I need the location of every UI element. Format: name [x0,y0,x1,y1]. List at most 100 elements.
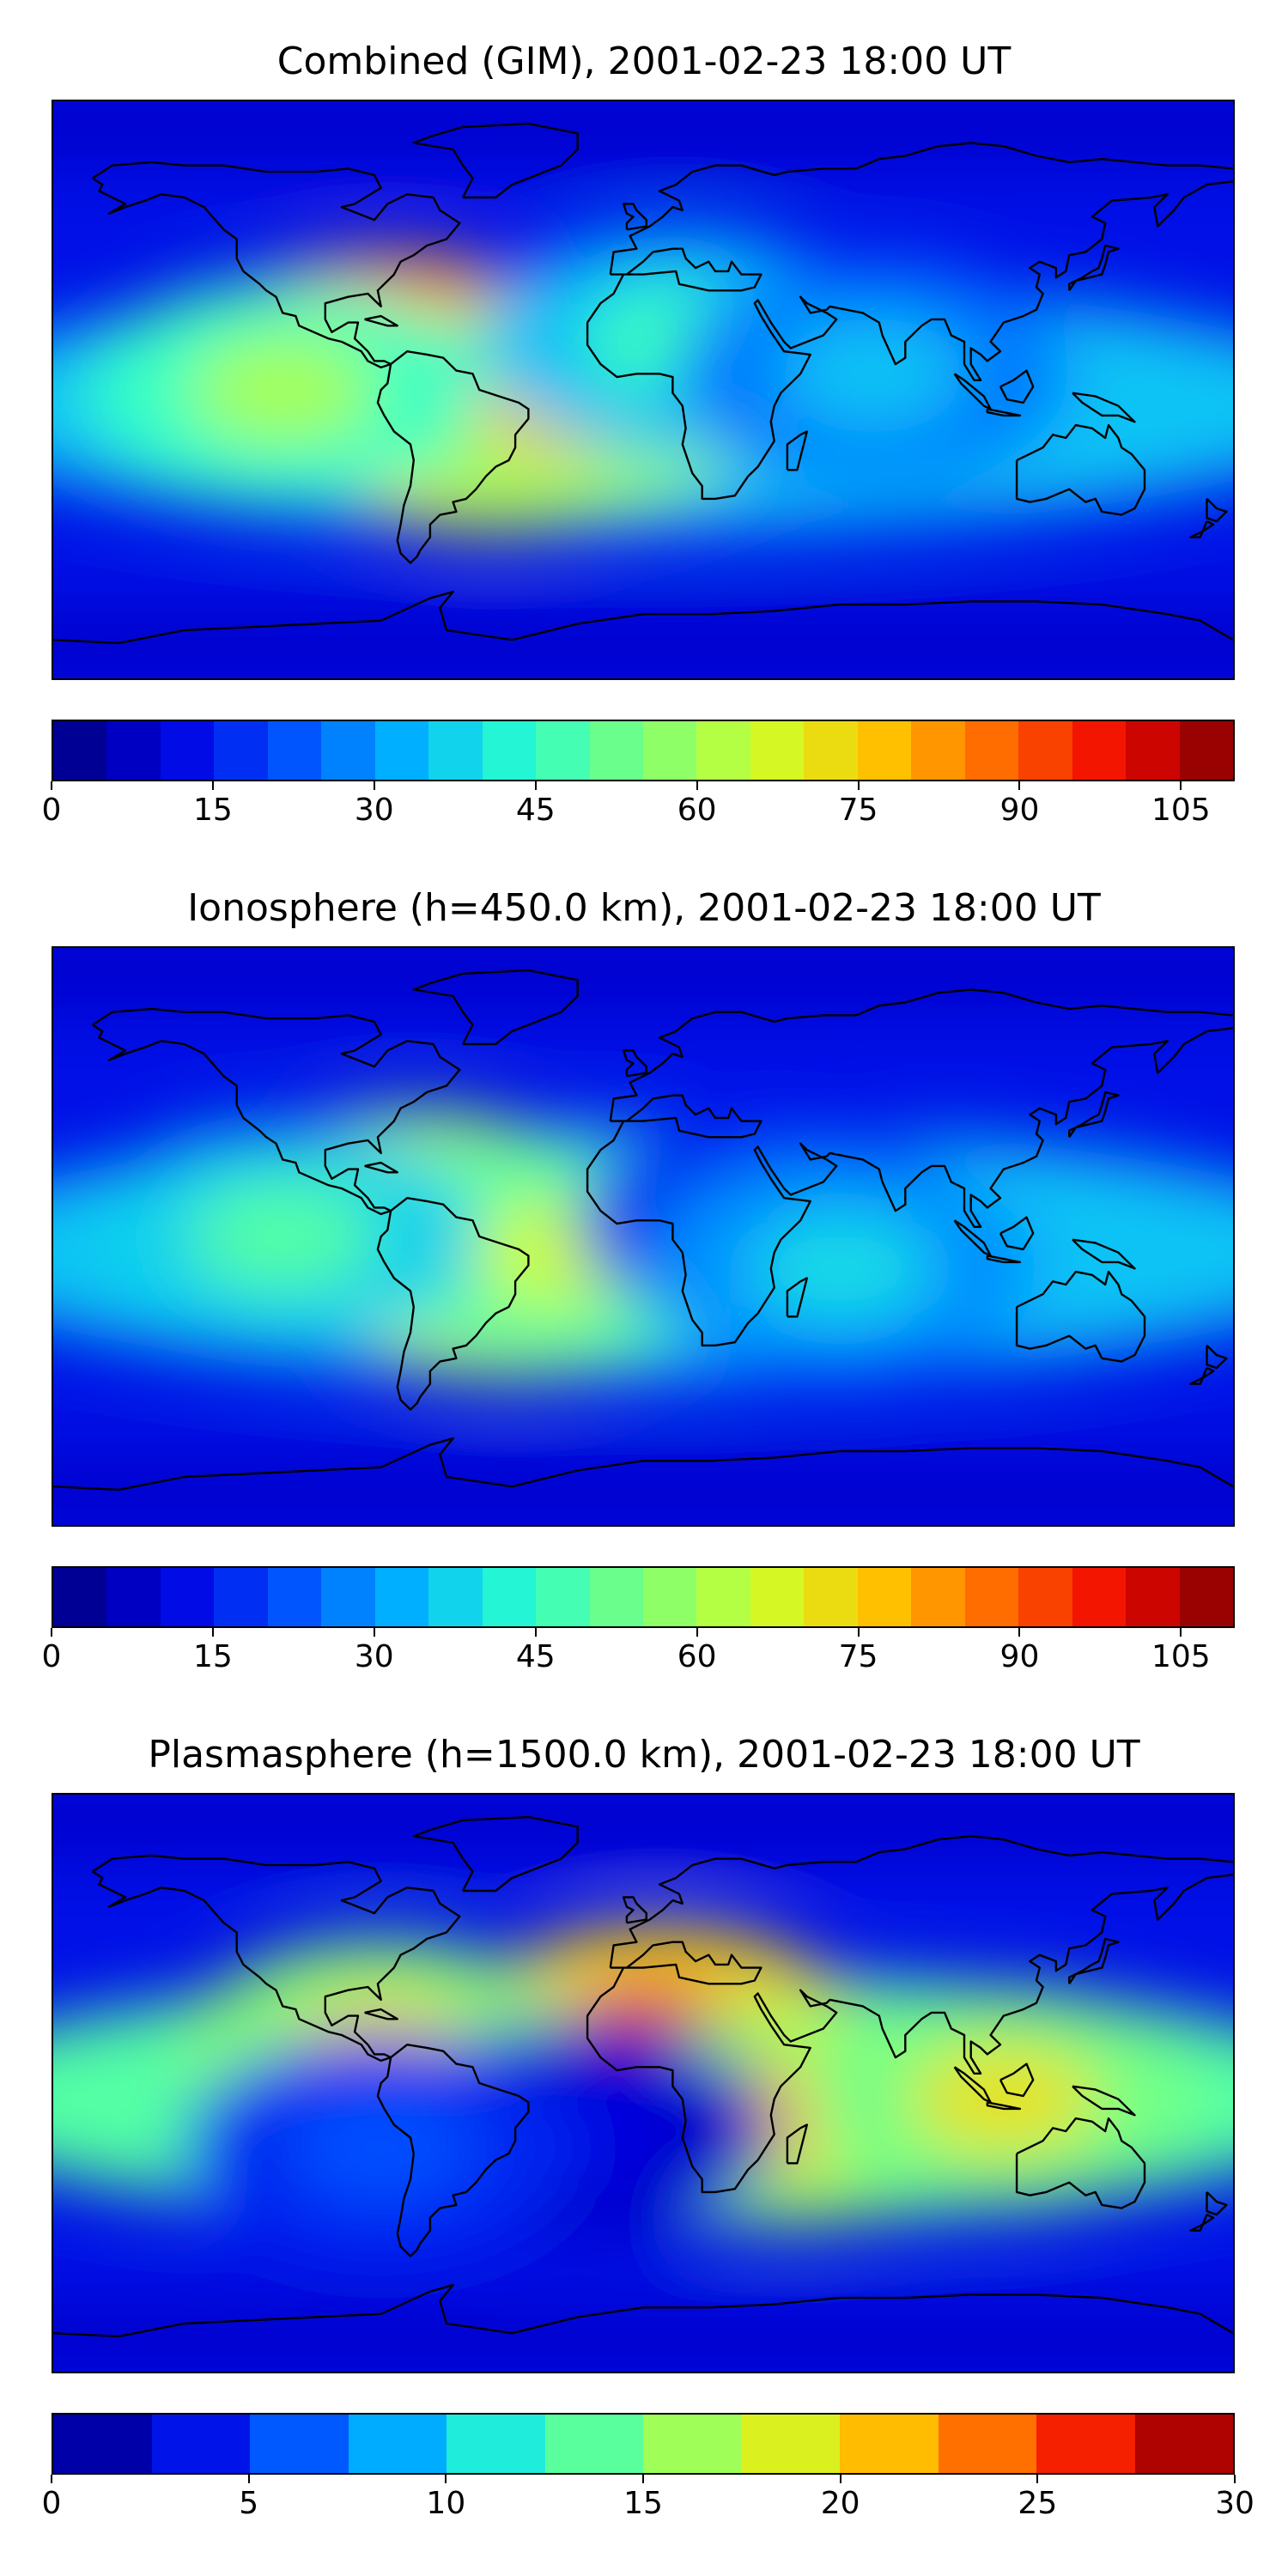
panel-3-colorbar [52,2413,1235,2475]
colorbar-tick [373,1628,375,1637]
colorbar-segment [857,721,912,780]
colorbar-tick [1234,2475,1236,2483]
coastline [92,1854,461,2063]
coastline [53,1437,1233,1492]
colorbar-segment [857,1568,912,1626]
field-core-indian-ocean [778,318,968,430]
field-core-indonesia [908,2043,1098,2155]
colorbar-segment [750,721,805,780]
coastline [786,430,808,471]
colorbar-segment [53,1568,107,1626]
polar-low-north [53,1795,1233,1859]
colorbar-segment [428,721,483,780]
colorbar-segment [447,2415,545,2473]
colorbar-tick [247,2475,250,2483]
coastline [53,591,1233,645]
colorbar-tick-label: 90 [999,1639,1040,1674]
colorbar-segment [1179,1568,1233,1626]
coastline [1072,2085,1136,2117]
colorbar-tick [857,1628,860,1637]
colorbar-tick-label: 20 [820,2486,860,2521]
colorbar-segment [804,1568,858,1626]
coastline [586,180,1233,501]
coastline [986,2101,1022,2111]
coastline [953,1219,992,1257]
colorbar-tick [839,2475,841,2483]
coastline [92,1007,461,1216]
coastline [609,142,1233,275]
coastline [999,1216,1035,1251]
colorbar-tick-label: 10 [426,2486,466,2521]
colorbar-tick [373,781,375,790]
colorbar-tick-label: 15 [193,1639,233,1674]
colorbar-segment [321,1568,375,1626]
colorbar-tick [534,1628,537,1637]
colorbar-tick [1180,1628,1182,1637]
panel-2-colorbar [52,1566,1235,1628]
colorbar-segment [348,2415,447,2473]
coastlines [53,122,1233,645]
coastline [1206,2191,1228,2216]
field-core-south-pacific-low [286,2091,476,2203]
colorbar-tick-label: 90 [999,793,1040,828]
coastline [376,350,530,564]
colorbar-segment [911,721,965,780]
colorbar-segment [53,721,107,780]
panel-3-colorbar-ticks: 0 5 10 15 20 25 30 [42,2475,1255,2526]
coastline [1206,498,1228,523]
panel-2-colorbar-ticks: 0 15 30 45 60 75 90 105 [42,1628,1235,1680]
colorbar-tick [445,2475,447,2483]
colorbar-tick [696,1628,698,1637]
panel-1-colorbar [52,720,1235,781]
colorbar-tick-label: 75 [838,1639,878,1674]
colorbar-tick [534,781,537,790]
colorbar-tick-label: 0 [41,2486,62,2521]
colorbar-tick [211,1628,214,1637]
colorbar-tick [1180,781,1182,790]
coastline [1067,1937,1120,1984]
colorbar-segment [938,2415,1036,2473]
coastline [1067,1091,1120,1138]
colorbar-segment [642,1568,697,1626]
colorbar-segment [482,1568,537,1626]
colorbar-tick-label: 15 [623,2486,663,2521]
colorbar-segment [1126,1568,1180,1626]
coastline [1072,392,1136,423]
coastline [1206,1345,1228,1370]
colorbar-tick-label: 60 [677,1639,717,1674]
colorbar-tick-label: 45 [515,793,556,828]
colorbar-segment [964,721,1019,780]
coastline [1015,2117,1146,2209]
coastline [953,373,992,410]
coastline [986,1255,1022,1264]
colorbar-tick-label: 30 [354,1639,394,1674]
colorbar-segment [1134,2415,1233,2473]
coastline [622,203,647,231]
colorbar-tick [696,781,698,790]
coastline [609,1835,1233,1968]
colorbar-segment [804,721,858,780]
colorbar-segment [53,2415,152,2473]
coastline [364,2008,398,2020]
field-core-indian-ocean [745,1212,934,1325]
colorbar-tick-label: 25 [1018,2486,1058,2521]
colorbar-segment [374,1568,429,1626]
coastline [1189,520,1215,538]
coastline [609,988,1233,1121]
colorbar-tick [857,781,860,790]
colorbar-tick-label: 105 [1151,1639,1211,1674]
colorbar-segment [741,2415,840,2473]
colorbar-segment [1018,721,1072,780]
colorbar-segment [643,2415,742,2473]
panel-1-colorbar-ticks: 0 15 30 45 60 75 90 105 [42,781,1235,833]
coastline [586,1874,1233,2194]
colorbar-segment [750,1568,805,1626]
colorbar-tick-label: 75 [838,793,878,828]
colorbar-segment [321,721,375,780]
colorbar-tick-label: 45 [515,1639,556,1674]
coastlines [53,969,1233,1492]
colorbar-segment [214,721,268,780]
colorbar-tick-label: 30 [1215,2486,1255,2521]
colorbar-segment [482,721,537,780]
colorbar-tick [1018,1628,1021,1637]
